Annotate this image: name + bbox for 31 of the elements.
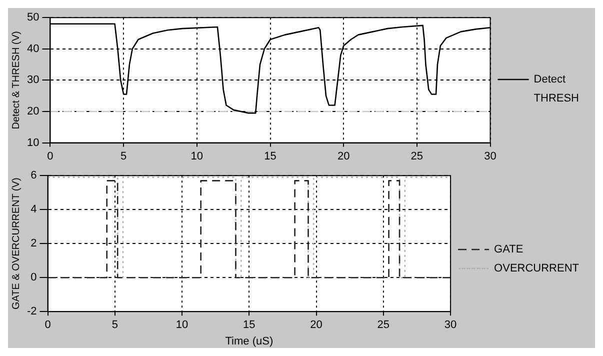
y-tick-label: 0: [30, 272, 37, 284]
x-tick-label: 20: [337, 150, 350, 162]
y-tick-label: 6: [30, 170, 37, 182]
legend-label: Detect: [534, 74, 566, 86]
x-tick-label: 20: [310, 319, 322, 332]
x-tick-label: 25: [377, 319, 390, 332]
y-tick-label: 50: [26, 12, 40, 24]
x-tick-label: 15: [243, 319, 256, 332]
x-axis-title: Time (uS): [225, 335, 274, 348]
y-tick-label: 40: [26, 42, 40, 55]
x-tick-label: 0: [47, 150, 54, 162]
legend-label: GATE: [494, 244, 524, 256]
y-tick-label: 10: [26, 136, 40, 149]
y-axis-title: GATE & OVERCURRENT (V): [10, 178, 22, 310]
x-tick-label: 25: [410, 150, 424, 162]
x-tick-label: 30: [444, 319, 457, 332]
y-tick-label: -2: [27, 306, 37, 318]
x-tick-label: 30: [484, 150, 496, 162]
y-tick-label: 30: [26, 74, 40, 86]
x-tick-label: 5: [120, 150, 127, 162]
text: THRESH: [534, 92, 580, 105]
x-tick-label: 15: [264, 150, 276, 162]
y-tick-label: 4: [30, 204, 37, 216]
legend-label: OVERCURRENT: [494, 262, 580, 275]
x-tick-label: 10: [176, 319, 188, 332]
x-tick-label: 5: [112, 319, 118, 332]
y-tick-label: 20: [26, 106, 40, 118]
y-tick-label: 2: [30, 238, 37, 250]
x-tick-label: 10: [190, 150, 204, 162]
y-axis-title: Detect & THRESH (V): [10, 31, 22, 130]
x-tick-label: 0: [44, 319, 51, 332]
